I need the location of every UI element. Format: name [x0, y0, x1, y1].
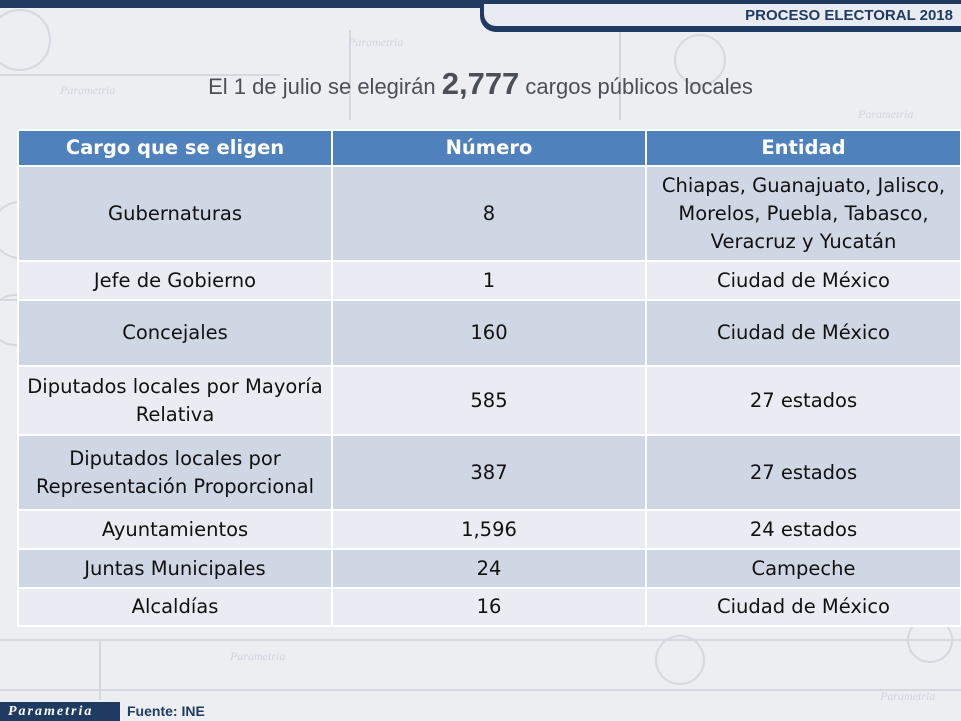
cargos-table: Cargo que se eligen Número Entidad Guber…	[17, 129, 961, 627]
cell-numero: 387	[331, 434, 647, 511]
headline: El 1 de julio se elegirán 2,777 cargos p…	[0, 66, 961, 102]
cell-numero: 160	[331, 299, 647, 367]
cell-cargo: Ayuntamientos	[17, 509, 333, 550]
cell-cargo: Gubernaturas	[17, 165, 333, 262]
cell-numero: 24	[331, 548, 647, 589]
table-row: Diputados locales por Representación Pro…	[17, 434, 961, 511]
source-note: Fuente: INE	[127, 703, 205, 719]
cell-cargo: Juntas Municipales	[17, 548, 333, 589]
cell-entidad: Chiapas, Guanajuato, Jalisco, Morelos, P…	[645, 165, 961, 262]
cell-numero: 1,596	[331, 509, 647, 550]
table-row: Diputados locales por Mayoría Relativa 5…	[17, 365, 961, 436]
cell-entidad: 24 estados	[645, 509, 961, 550]
cell-cargo: Diputados locales por Mayoría Relativa	[17, 365, 333, 436]
cell-cargo: Jefe de Gobierno	[17, 260, 333, 301]
table-row: Alcaldías 16 Ciudad de México	[17, 587, 961, 627]
cell-cargo: Diputados locales por Representación Pro…	[17, 434, 333, 511]
cell-entidad: Ciudad de México	[645, 299, 961, 367]
cell-entidad: 27 estados	[645, 434, 961, 511]
cell-entidad: Ciudad de México	[645, 587, 961, 627]
column-header-entidad: Entidad	[645, 129, 961, 167]
cell-entidad: Ciudad de México	[645, 260, 961, 301]
header-tab: PROCESO ELECTORAL 2018	[480, 0, 961, 32]
cell-entidad: Campeche	[645, 548, 961, 589]
cell-numero: 16	[331, 587, 647, 627]
table-row: Gubernaturas 8 Chiapas, Guanajuato, Jali…	[17, 165, 961, 262]
watermark-text: Parametria	[59, 83, 115, 97]
cell-numero: 1	[331, 260, 647, 301]
cell-cargo: Alcaldías	[17, 587, 333, 627]
watermark-text: Parametria	[229, 649, 285, 663]
headline-number: 2,777	[441, 66, 520, 101]
table-header-row: Cargo que se eligen Número Entidad	[17, 129, 961, 167]
watermark-text: Parametria	[879, 689, 935, 703]
table-row: Jefe de Gobierno 1 Ciudad de México	[17, 260, 961, 301]
headline-before: El 1 de julio se elegirán	[208, 74, 442, 99]
table-row: Concejales 160 Ciudad de México	[17, 299, 961, 367]
headline-after: cargos públicos locales	[519, 74, 753, 99]
column-header-numero: Número	[331, 129, 647, 167]
table-row: Juntas Municipales 24 Campeche	[17, 548, 961, 589]
cell-cargo: Concejales	[17, 299, 333, 367]
table-row: Ayuntamientos 1,596 24 estados	[17, 509, 961, 550]
parametria-logo: Parametria	[0, 702, 120, 721]
column-header-cargo: Cargo que se eligen	[17, 129, 333, 167]
cell-entidad: 27 estados	[645, 365, 961, 436]
cell-numero: 8	[331, 165, 647, 262]
header-label: PROCESO ELECTORAL 2018	[745, 7, 953, 24]
watermark-text: Parametria	[347, 35, 403, 49]
watermark-text: Parametria	[857, 107, 913, 121]
cell-numero: 585	[331, 365, 647, 436]
